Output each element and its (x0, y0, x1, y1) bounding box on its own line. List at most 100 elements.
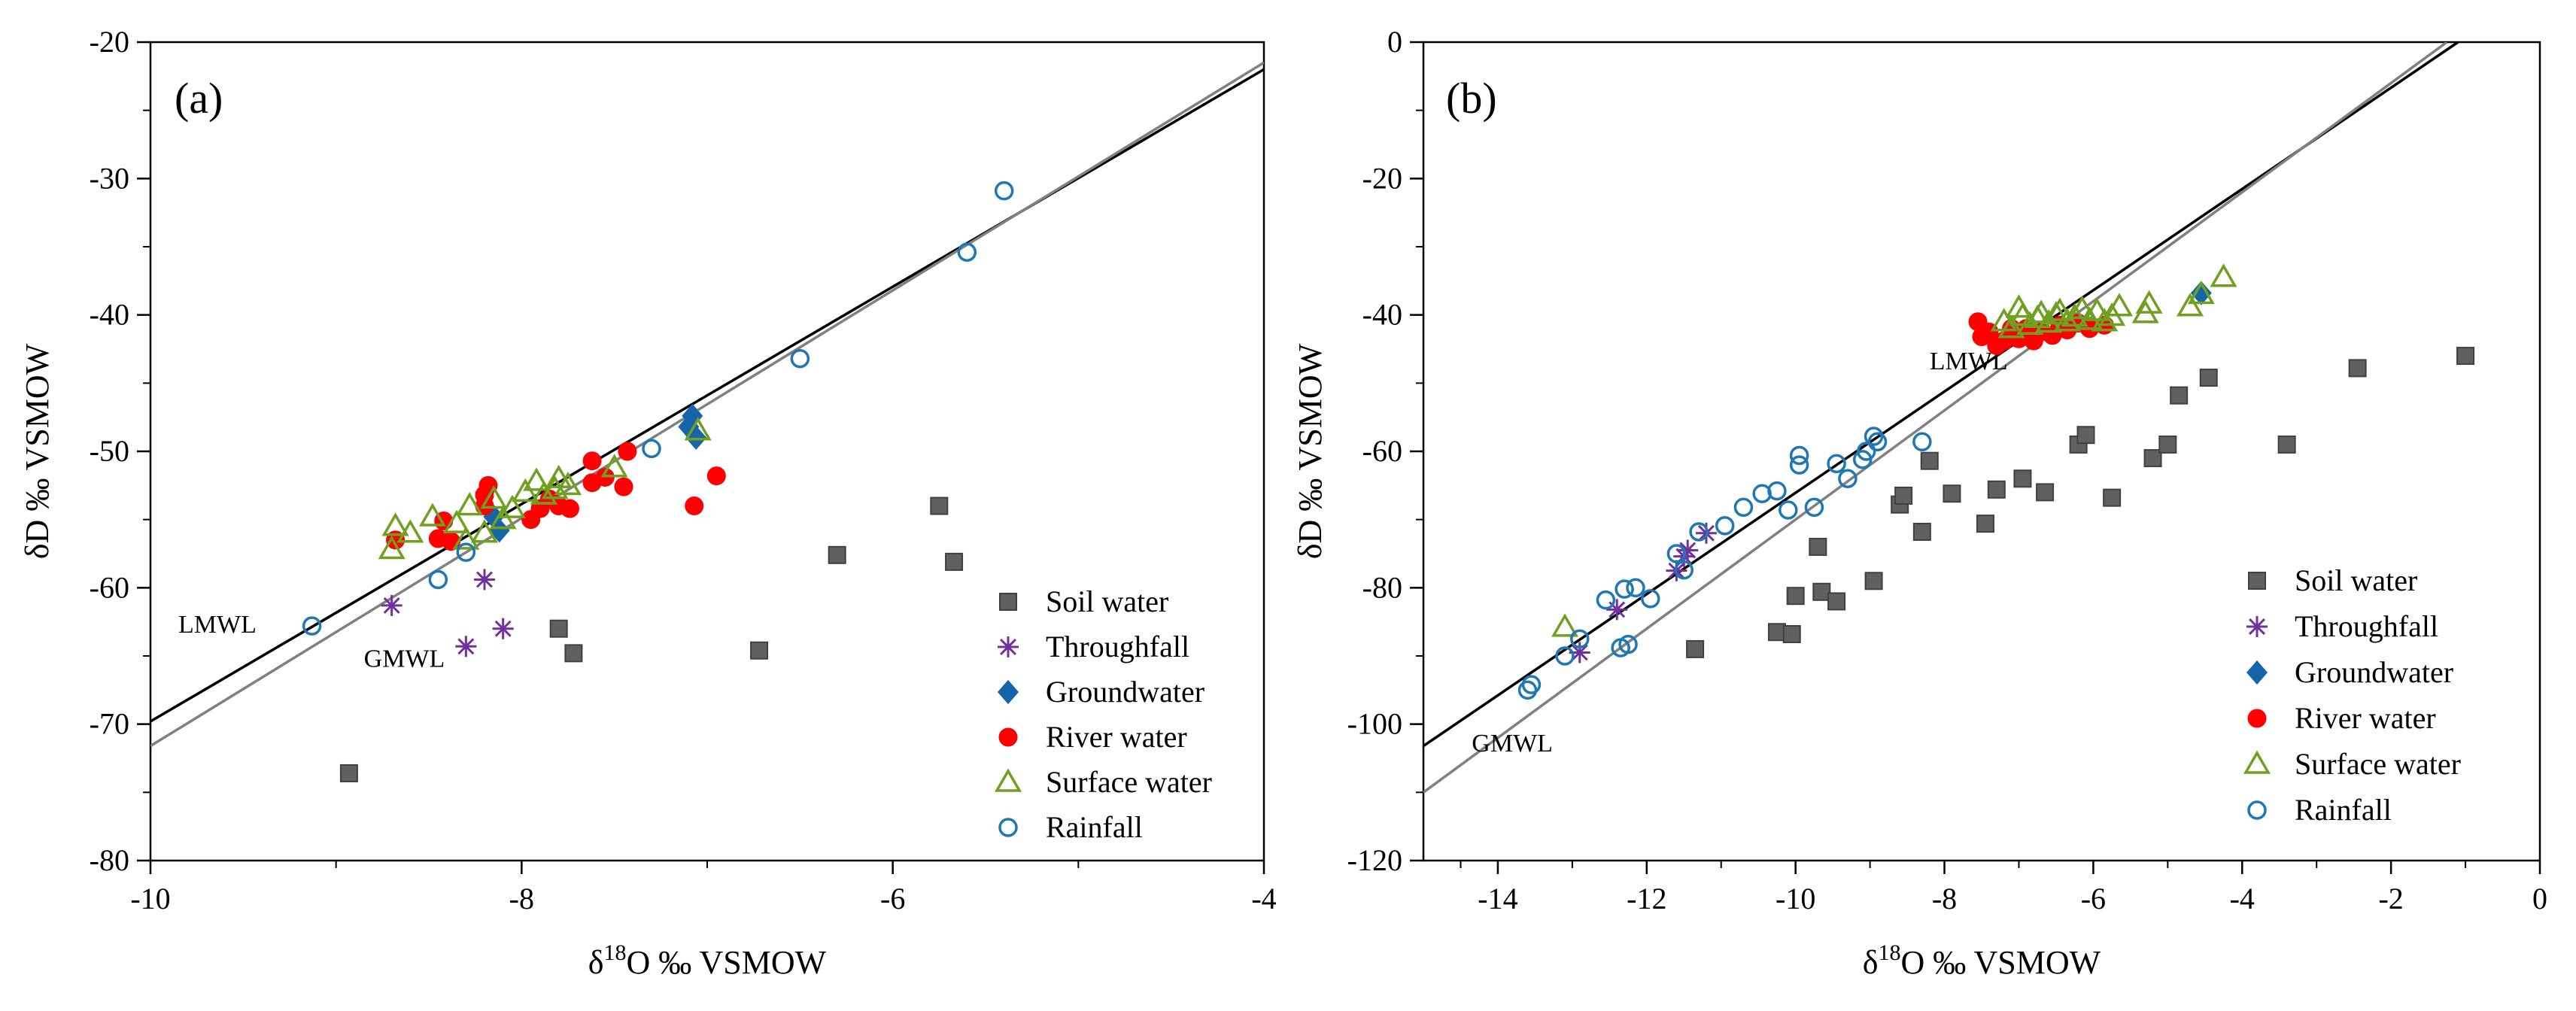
data-point (2135, 290, 2163, 314)
legend-marker (2248, 572, 2266, 590)
legend-marker (998, 818, 1018, 837)
data-point (1596, 590, 1616, 610)
data-point (302, 616, 322, 636)
lmwl-label: LMWL (178, 611, 257, 639)
data-point (1976, 515, 1994, 533)
data-point (1626, 578, 1645, 598)
data-point (2091, 308, 2119, 332)
legend-marker (998, 636, 1019, 657)
data-point (2456, 347, 2475, 366)
data-point (930, 496, 949, 515)
data-point (523, 467, 551, 491)
series-soil-water (1686, 347, 2475, 658)
x-axis-title: δ18O ‰ VSMOW (1863, 940, 2101, 981)
y-tick-label: -100 (1347, 707, 1402, 741)
data-point (2042, 301, 2070, 325)
data-point (2176, 293, 2204, 317)
series-surface-water (1551, 263, 2237, 637)
data-point (582, 451, 602, 471)
data-point (1838, 469, 1858, 489)
y-tick-label: -50 (90, 434, 129, 468)
legend-marker (998, 679, 1019, 705)
data-point (1715, 516, 1735, 536)
x-axis-title-prefix: δ (1863, 944, 1879, 981)
y-axis-title: δD ‰ VSMOW (1292, 343, 1329, 559)
data-point (456, 492, 484, 516)
data-point (614, 477, 633, 496)
data-point (642, 439, 661, 459)
data-point (2277, 435, 2296, 454)
data-point (2143, 449, 2162, 468)
data-point (1733, 497, 1754, 518)
data-point (790, 348, 810, 369)
series-soil-water (339, 496, 964, 782)
series-surface-water (378, 417, 712, 560)
x-tick-label: -4 (2230, 882, 2255, 915)
series-rainfall (1517, 427, 1932, 700)
data-point (1551, 613, 1579, 637)
data-point (2083, 297, 2111, 321)
y-tick-label: -20 (1362, 161, 1402, 195)
gmwl-label: GMWL (364, 645, 445, 673)
data-point (2016, 311, 2044, 335)
data-point (418, 502, 446, 527)
data-point (1666, 544, 1687, 563)
legend-marker (2247, 709, 2267, 728)
y-tick-label: -20 (90, 25, 129, 59)
data-point (2158, 435, 2177, 454)
data-point (2046, 297, 2073, 321)
data-point (1615, 579, 1634, 599)
data-point (684, 417, 712, 441)
data-point (2053, 308, 2081, 332)
legend-label: Throughfall (2295, 609, 2438, 643)
legend-label: River water (2295, 701, 2436, 735)
data-point (1987, 480, 2006, 499)
data-point (1809, 537, 1827, 556)
data-point (1640, 589, 1660, 609)
data-point (381, 594, 402, 616)
legend-marker (999, 593, 1017, 611)
data-point (1686, 639, 1705, 658)
legend-label: Throughfall (1046, 630, 1189, 663)
y-tick-label: -60 (1362, 434, 1402, 468)
x-tick-label: -6 (880, 882, 905, 915)
x-tick-label: -4 (1251, 882, 1276, 915)
data-point (1827, 454, 1846, 474)
y-tick-label: -40 (1362, 298, 1402, 332)
data-point (1767, 481, 1787, 501)
data-point (1812, 582, 1831, 601)
panel-a: -10 -8 -6 -4 -80 -70 -60 -50 -40 -30 -20 δ18O ‰ VSM… (19, 25, 1277, 981)
data-point (564, 644, 583, 663)
legend: Soil water Throughfall Groundwater River wa… (2243, 563, 2461, 827)
data-point (1767, 623, 1786, 642)
gmwl-label: GMWL (1472, 730, 1553, 757)
series-groundwater (483, 403, 707, 543)
x-axis-title-superscript: 18 (604, 940, 627, 965)
data-point (1618, 634, 1638, 654)
legend-marker (2247, 800, 2267, 820)
data-point (2035, 309, 2063, 333)
data-point (2190, 281, 2212, 305)
data-point (1677, 539, 1699, 561)
data-point (750, 641, 769, 660)
data-point (1867, 432, 1888, 452)
data-point (530, 481, 557, 505)
legend-marker (2246, 616, 2268, 637)
x-tick-label: -14 (1478, 882, 1517, 915)
y-tick-label: -60 (90, 570, 129, 604)
data-point (1789, 455, 1809, 475)
data-point (1779, 500, 1798, 520)
data-point (1864, 572, 1883, 591)
data-point (945, 552, 964, 571)
data-point (339, 764, 358, 782)
data-point (1674, 560, 1694, 580)
x-tick-label: -10 (130, 882, 170, 915)
data-point (554, 471, 582, 496)
data-point (455, 636, 477, 657)
legend: Soil water Throughfall Groundwater River wa… (994, 584, 1212, 844)
x-axis-title-suffix: O ‰ VSMOW (627, 944, 827, 981)
data-point (600, 454, 628, 478)
data-point (1894, 486, 1913, 505)
y-tick-label: -80 (1362, 570, 1402, 604)
data-point (428, 569, 448, 590)
